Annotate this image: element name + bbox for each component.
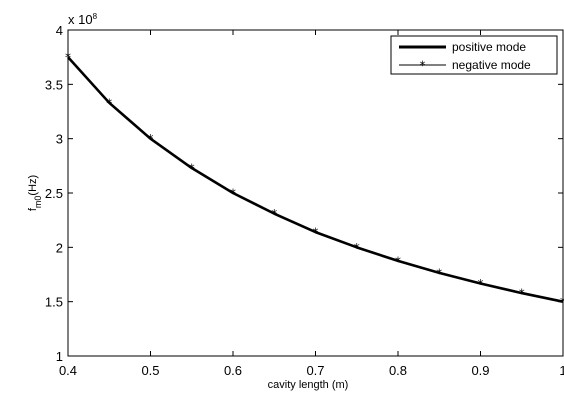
y-axis-label: fm0(Hz) <box>27 175 43 211</box>
y-tick-label: 1 <box>56 349 63 364</box>
x-tick-label: 0.8 <box>389 363 407 378</box>
data-point: * <box>395 254 401 268</box>
data-point: * <box>313 226 319 240</box>
data-point: * <box>106 96 112 110</box>
series-line-negative <box>67 56 564 303</box>
y-axis-ticks: 1 1.5 2 2.5 3 3.5 4 <box>45 23 563 364</box>
legend-positive-label: positive mode <box>452 40 526 54</box>
plot-area <box>67 29 564 357</box>
y-tick-label: 3.5 <box>45 77 63 92</box>
x-tick-label: 0.5 <box>141 363 159 378</box>
data-point: * <box>478 277 484 291</box>
y-tick-label: 1.5 <box>45 295 63 310</box>
x-tick-label: 0.6 <box>224 363 242 378</box>
y-tick-label: 2 <box>56 240 63 255</box>
legend: positive mode * negative mode <box>390 35 558 75</box>
x-tick-label: 0.7 <box>306 363 324 378</box>
data-point: * <box>560 295 564 309</box>
y-exponent-label: x 108 <box>68 12 98 27</box>
x-tick-label: 1 <box>559 363 564 378</box>
data-point: * <box>65 51 71 65</box>
y-tick-label: 3 <box>56 132 63 147</box>
x-tick-label: 0.4 <box>59 363 77 378</box>
data-point: * <box>189 162 195 176</box>
y-tick-label: 4 <box>56 23 63 38</box>
series-layer: * * * * * * * * * * * * * <box>65 51 564 309</box>
data-point: * <box>271 207 277 221</box>
data-point: * <box>436 266 442 280</box>
x-axis-label: cavity length (m) <box>268 379 349 391</box>
x-tick-label: 0.9 <box>471 363 489 378</box>
y-tick-label: 2.5 <box>45 186 63 201</box>
legend-negative-label: negative mode <box>452 58 531 72</box>
data-point: * <box>230 187 236 201</box>
data-point: * <box>148 132 154 146</box>
data-point: * <box>519 287 525 301</box>
legend-box <box>390 35 558 75</box>
data-point: * <box>354 241 360 255</box>
legend-negative-marker: * <box>420 59 426 73</box>
x-axis-ticks: 0.4 0.5 0.6 0.7 0.8 0.9 1 <box>59 30 564 378</box>
